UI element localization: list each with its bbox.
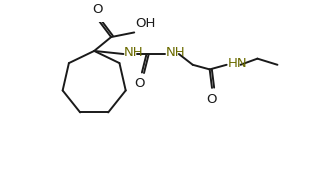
Text: OH: OH: [135, 17, 155, 30]
Text: O: O: [134, 77, 145, 90]
Text: HN: HN: [227, 57, 247, 70]
Text: NH: NH: [124, 46, 144, 59]
Text: O: O: [207, 93, 217, 105]
Text: NH: NH: [166, 46, 185, 59]
Text: O: O: [92, 3, 103, 16]
